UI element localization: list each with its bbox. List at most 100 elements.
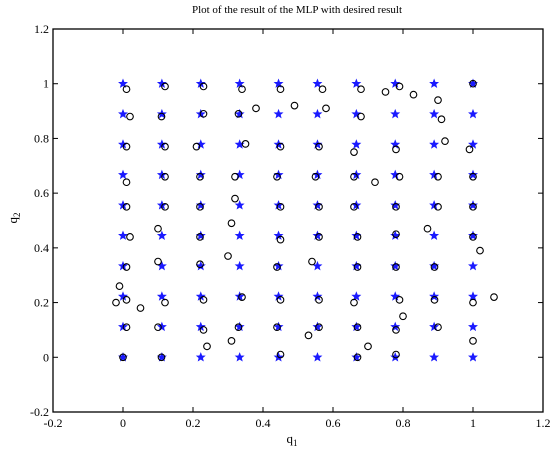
mlp-point-marker: [290, 101, 299, 110]
desired-point-marker: [351, 291, 362, 301]
mlp-point-marker: [469, 202, 477, 211]
mlp-point-marker: [357, 85, 365, 94]
mlp-point-marker: [392, 145, 400, 154]
desired-point-marker: [156, 230, 167, 240]
x-tick-label: -0.2: [44, 416, 63, 430]
mlp-point-marker: [192, 142, 201, 151]
mlp-point-marker: [126, 233, 134, 241]
mlp-point-marker: [423, 224, 432, 233]
desired-point-marker: [312, 260, 323, 271]
mlp-point-marker: [318, 85, 327, 94]
desired-point-marker: [234, 200, 245, 210]
mlp-point-marker: [430, 263, 439, 271]
mlp-point-marker: [357, 112, 365, 121]
y-axis-label: q2: [5, 213, 22, 224]
mlp-point-marker: [199, 82, 208, 91]
mlp-point-marker: [161, 202, 169, 211]
mlp-point-marker: [196, 260, 204, 269]
mlp-point-marker: [122, 323, 131, 332]
desired-point-marker: [156, 291, 167, 301]
mlp-point-marker: [276, 85, 285, 94]
desired-point-marker: [118, 230, 128, 240]
desired-point-marker: [234, 321, 245, 332]
mlp-point-marker: [161, 172, 169, 181]
mlp-point-marker: [350, 202, 358, 211]
desired-point-marker: [468, 291, 478, 301]
mlp-point-marker: [122, 295, 131, 304]
desired-point-marker: [118, 169, 128, 180]
desired-point-marker: [429, 78, 440, 88]
mlp-point-marker: [276, 202, 285, 211]
mlp-point-marker: [350, 148, 358, 156]
mlp-point-marker: [434, 323, 442, 332]
desired-point-marker: [351, 78, 362, 88]
mlp-point-marker: [241, 140, 250, 148]
x-tick-label: 1: [470, 416, 476, 430]
mlp-point-marker: [126, 112, 134, 121]
desired-point-marker: [468, 352, 478, 362]
mlp-point-marker: [161, 82, 169, 91]
mlp-point-marker: [252, 104, 260, 113]
mlp-point-marker: [353, 323, 362, 332]
mlp-point-marker: [122, 202, 131, 211]
y-tick-label: 0.6: [34, 186, 49, 200]
mlp-point-marker: [315, 202, 323, 211]
y-tick-label: 0.4: [34, 241, 49, 255]
mlp-point-marker: [315, 142, 323, 151]
mlp-point-marker: [364, 342, 372, 351]
desired-point-marker: [234, 108, 245, 119]
mlp-point-marker: [469, 337, 477, 345]
desired-point-marker: [312, 108, 323, 119]
mlp-point-marker: [154, 323, 162, 332]
desired-point-marker: [156, 321, 167, 332]
mlp-point-marker: [119, 353, 127, 362]
mlp-point-marker: [136, 304, 145, 312]
desired-point-marker: [390, 291, 401, 301]
desired-point-marker: [273, 260, 284, 271]
desired-point-marker: [234, 230, 245, 240]
mlp-point-marker: [196, 233, 204, 241]
mlp-point-marker: [276, 350, 285, 359]
desired-point-marker: [468, 230, 478, 240]
mlp-point-marker: [273, 172, 281, 181]
mlp-point-marker: [203, 342, 211, 351]
mlp-point-marker: [157, 353, 166, 362]
y-tick-label: 0: [43, 350, 49, 364]
mlp-point-marker: [273, 263, 281, 271]
mlp-point-marker: [199, 109, 208, 118]
mlp-point-marker: [238, 293, 246, 301]
desired-point-marker: [273, 230, 284, 240]
mlp-point-marker: [353, 263, 362, 271]
y-tick-label: 0.8: [34, 131, 49, 145]
desired-point-marker: [234, 260, 245, 271]
desired-point-marker: [234, 291, 245, 301]
mlp-point-marker: [476, 246, 484, 255]
mlp-point-marker: [409, 90, 418, 99]
mlp-point-marker: [392, 230, 400, 239]
mlp-point-marker: [276, 235, 285, 244]
mlp-point-marker: [469, 233, 477, 241]
mlp-point-marker: [311, 172, 320, 181]
mlp-point-marker: [308, 257, 316, 266]
x-axis-label: q1: [287, 431, 298, 448]
mlp-point-marker: [395, 82, 404, 91]
mlp-point-marker: [154, 224, 162, 233]
mlp-points-layer: [112, 79, 498, 362]
mlp-point-marker: [392, 263, 400, 271]
desired-point-marker: [312, 78, 323, 88]
desired-point-marker: [390, 78, 401, 88]
mlp-point-marker: [227, 337, 236, 345]
mlp-point-marker: [199, 295, 208, 304]
mlp-point-marker: [392, 326, 400, 334]
mlp-point-marker: [392, 202, 400, 211]
x-tick-label: 1.2: [536, 416, 551, 430]
desired-point-marker: [429, 352, 440, 362]
mlp-point-marker: [315, 323, 323, 332]
mlp-point-marker: [395, 172, 404, 181]
mlp-point-marker: [469, 298, 477, 307]
mlp-point-marker: [353, 353, 362, 362]
mlp-point-marker: [434, 96, 442, 104]
mlp-point-marker: [399, 312, 407, 321]
mlp-point-marker: [224, 252, 232, 260]
